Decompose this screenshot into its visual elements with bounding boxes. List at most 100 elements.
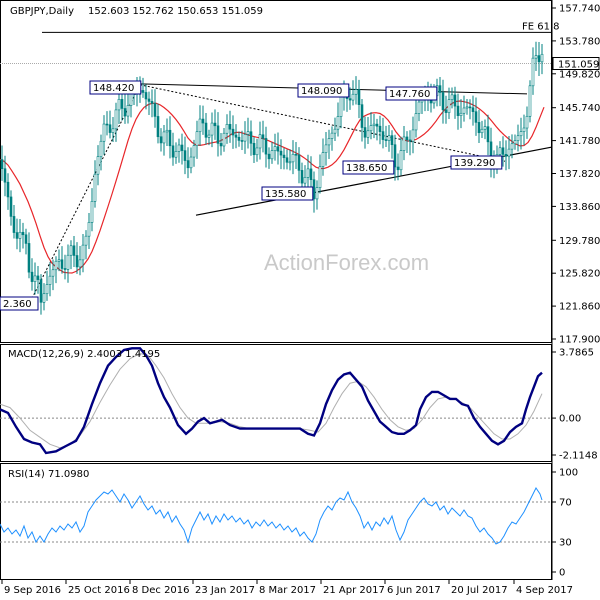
candle-body (75, 255, 79, 268)
candle-body (276, 146, 280, 152)
candle-body (234, 134, 238, 138)
candle-body (117, 99, 121, 111)
time-tick-label: 25 Oct 2016 (68, 585, 130, 596)
candle-body (384, 139, 388, 141)
time-tick-label: 21 Apr 2017 (323, 585, 385, 596)
candle-body (330, 132, 334, 139)
candle-body (372, 123, 376, 126)
candle-body (525, 115, 529, 129)
candle-body (288, 161, 292, 164)
candle-body (447, 99, 451, 113)
candle-body (33, 275, 37, 282)
candle-body (168, 129, 172, 147)
rsi-panel-frame (0, 463, 552, 580)
price-tick-label: 129.780 (559, 236, 600, 247)
price-annotation-box (261, 186, 314, 201)
candle-body (501, 147, 505, 155)
candle-body (3, 168, 7, 183)
candle-body (537, 55, 541, 63)
candle-body (222, 132, 226, 147)
candle-body (12, 216, 16, 233)
candle-body (123, 108, 127, 117)
price-annotation-box (89, 80, 142, 95)
candle-body (282, 154, 286, 159)
candle-body (93, 173, 97, 202)
candle-body (177, 144, 181, 152)
time-tick-label: 9 Sep 2016 (4, 585, 61, 596)
candle-body (381, 131, 385, 140)
candle-body (300, 170, 304, 184)
candle-body (324, 144, 328, 153)
price-annotation-box (385, 86, 438, 101)
candle-body (465, 106, 469, 109)
candle-body (375, 123, 379, 127)
candle-body (255, 147, 259, 156)
candle-body (348, 98, 352, 101)
current-price-label: 151.059 (558, 60, 599, 71)
candle-body (9, 196, 13, 217)
candle-body (459, 112, 463, 116)
rsi-label: RSI(14) 71.0980 (8, 469, 89, 480)
candle-body (60, 259, 64, 269)
candle-body (363, 127, 367, 138)
candle-body (297, 154, 301, 171)
candle-body (180, 144, 184, 151)
time-tick-label: 23 Jan 2017 (195, 585, 255, 596)
candle-body (405, 136, 409, 141)
price-annotation-label: 2.360 (3, 299, 32, 310)
candle-body (417, 101, 421, 114)
price-annotation-label: 138.650 (346, 163, 387, 174)
candle-body (351, 93, 355, 101)
candle-body (54, 260, 58, 271)
macd-tick-label: -2.1148 (559, 451, 598, 462)
candle-body (477, 122, 481, 134)
candle-body (237, 136, 241, 141)
macd-panel: 3.7865 0.00 -2.1148 (0, 347, 598, 462)
candle-body (165, 129, 169, 133)
macd-tick-label: 0.00 (559, 414, 581, 425)
candle-body (360, 104, 364, 128)
candle-body (81, 244, 85, 261)
candle-body (261, 134, 265, 139)
candle-body (273, 146, 277, 151)
candle-body (126, 105, 130, 117)
candle-body (528, 85, 532, 117)
candle-body (339, 96, 343, 117)
candle-body (102, 123, 106, 142)
candle-body (90, 201, 94, 223)
candle-body (111, 128, 115, 133)
candle-body (246, 131, 250, 135)
candle-body (519, 131, 523, 137)
candle-body (507, 148, 511, 157)
candle-body (39, 279, 43, 303)
candle-body (444, 109, 448, 113)
candle-body (378, 125, 382, 132)
rsi-tick-label: 30 (559, 538, 572, 549)
price-annotation-label: 135.580 (265, 189, 306, 200)
time-tick-label: 20 Jul 2017 (451, 585, 508, 596)
candle-body (63, 268, 67, 270)
candle-body (303, 177, 307, 184)
candle-body (510, 143, 514, 150)
candle-body (252, 142, 256, 156)
candle-body (66, 254, 70, 270)
candle-body (399, 150, 403, 171)
candle-body (225, 124, 229, 134)
candle-body (162, 131, 166, 144)
price-tick-label: 125.820 (559, 269, 600, 280)
candle-body (516, 135, 520, 141)
candle-body (147, 98, 151, 102)
price-tick-label: 141.780 (559, 136, 600, 147)
price-annotation-label: 148.090 (301, 86, 342, 97)
candle-body (195, 131, 199, 147)
candle-body (387, 135, 391, 141)
candle-body (270, 150, 274, 160)
price-tick-label: 149.820 (559, 69, 600, 80)
candle-body (201, 118, 205, 124)
candle-body (291, 153, 295, 163)
candle-body (453, 94, 457, 107)
macd-main-line (0, 347, 543, 455)
candle-body (249, 131, 253, 144)
candle-body (6, 181, 10, 198)
time-axis: 9 Sep 2016 25 Oct 2016 8 Dec 2016 23 Jan 20… (1, 580, 573, 596)
